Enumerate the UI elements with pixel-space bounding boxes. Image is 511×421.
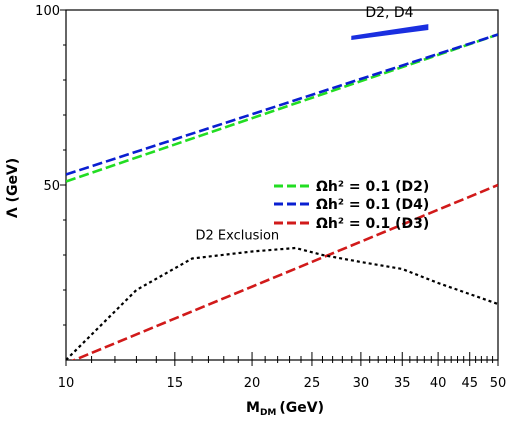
x-tick-label: 15 (167, 376, 184, 391)
x-tick-label: 30 (353, 376, 370, 391)
annotation-d2-d4: D2, D4 (365, 5, 413, 21)
x-tick-label: 20 (244, 376, 261, 391)
series-line-d4 (66, 33, 498, 176)
x-axis-title-unit: (GeV) (279, 400, 324, 416)
annotation-d2-exclusion: D2 Exclusion (195, 228, 279, 243)
axis-ticks: 10 15 20 25 30 35 40 45 50 50 100 (35, 4, 506, 391)
legend-label-d2: Ωh² = 0.1 (D2) (316, 179, 429, 195)
y-axis-title: Λ (GeV) (5, 158, 21, 218)
x-tick-label: 10 (58, 376, 75, 391)
legend-label-d4: Ωh² = 0.1 (D4) (316, 197, 429, 213)
series-layer (66, 24, 498, 360)
annotation-layer: D2, D4 D2 Exclusion (195, 5, 413, 243)
x-tick-label: 25 (304, 376, 321, 391)
x-tick-label: 40 (430, 376, 447, 391)
y-tick-label: 50 (43, 179, 60, 194)
x-tick-label: 45 (461, 376, 478, 391)
series-line-excl (66, 246, 498, 360)
x-axis-title: MDM (GeV) (246, 400, 324, 418)
x-tick-label: 35 (394, 376, 411, 391)
series-line-d3 (71, 183, 498, 360)
x-axis-title-main: M (246, 400, 260, 416)
legend: Ωh² = 0.1 (D2) Ωh² = 0.1 (D4) Ωh² = 0.1 … (274, 179, 429, 232)
axis-titles: Λ (GeV) MDM (GeV) (5, 158, 324, 418)
x-axis-title-subscript: DM (260, 408, 276, 418)
y-tick-label: 100 (35, 4, 60, 19)
legend-label-d3: Ωh² = 0.1 (D3) (316, 216, 429, 232)
region-d2-d4 (351, 24, 429, 40)
x-tick-label: 50 (490, 376, 507, 391)
